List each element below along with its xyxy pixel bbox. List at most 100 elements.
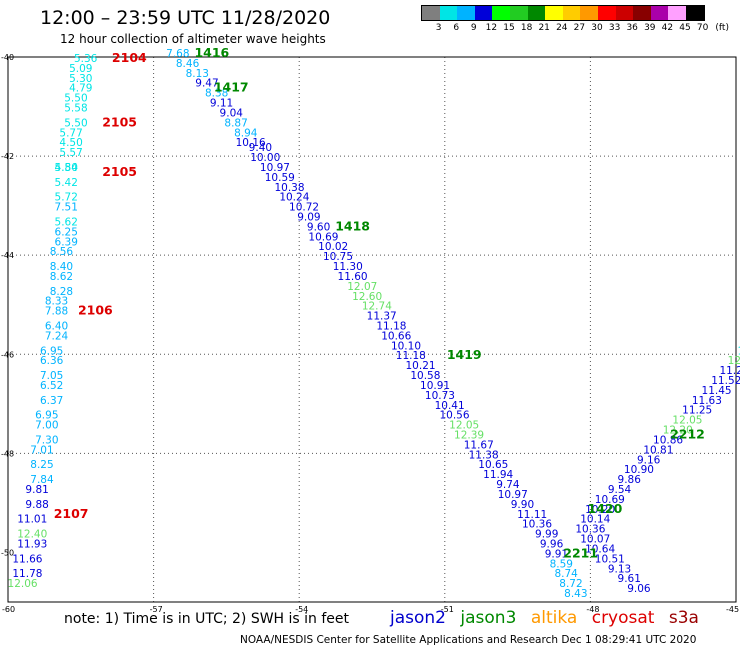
swh-value: 9.09 <box>297 212 320 224</box>
swh-value: 12.07 <box>347 281 377 293</box>
swh-value: 6.52 <box>40 380 63 392</box>
swh-value: 10.38 <box>274 182 304 194</box>
swh-value: 9.86 <box>618 474 642 486</box>
pass-number: 2212 <box>670 427 705 442</box>
legend-label: 30 <box>591 23 603 33</box>
longitude-label: -54 <box>295 605 308 614</box>
swh-value: 6.95 <box>40 345 63 357</box>
swh-value: 9.40 <box>249 142 272 154</box>
swh-value: 7.05 <box>40 370 63 382</box>
swh-value: 10.58 <box>410 370 440 382</box>
pass-number: 2104 <box>112 50 147 65</box>
legend-swatch <box>474 6 493 20</box>
latitude-label: -40 <box>1 53 14 62</box>
pass-number: 2211 <box>563 545 598 560</box>
legend-label: 70 <box>696 23 709 33</box>
legend-swatch <box>580 6 598 20</box>
legend-swatch <box>650 6 669 20</box>
pass-number: 2106 <box>78 303 113 318</box>
swh-value: 8.72 <box>559 578 582 590</box>
swh-value: 10.00 <box>250 152 280 164</box>
latitude-label: -46 <box>1 350 14 359</box>
satellite-key-cryosat: cryosat <box>591 608 655 628</box>
legend-swatch <box>527 6 546 20</box>
swh-value: 9.61 <box>618 573 641 585</box>
legend-label: 15 <box>503 23 515 33</box>
swh-value: 11.94 <box>483 469 513 481</box>
legend-swatch <box>422 6 440 20</box>
swh-value: 9.74 <box>496 479 520 491</box>
swh-value: 9.96 <box>540 539 564 551</box>
legend-label: 36 <box>626 23 638 33</box>
swh-value: 9.54 <box>608 484 632 496</box>
swh-value: 10.36 <box>575 524 605 536</box>
swh-value: 11.2 <box>719 365 740 377</box>
swh-value: 11.18 <box>396 350 426 362</box>
swh-value: 12.05 <box>449 420 479 432</box>
swh-value: 12.39 <box>454 430 484 442</box>
legend-label: (ft) <box>715 23 729 33</box>
swh-value: 5.42 <box>55 177 78 189</box>
legend-label: 39 <box>644 23 656 33</box>
swh-value: 5.50 <box>64 117 87 129</box>
swh-value: 7.68 <box>166 48 189 60</box>
swh-value: 10.36 <box>522 519 552 531</box>
legend-swatch <box>633 6 651 20</box>
swh-value: 11.25 <box>682 405 712 417</box>
pass-number: 2107 <box>54 506 89 521</box>
swh-value: 8.33 <box>45 296 68 308</box>
latitude-label: -50 <box>1 548 14 557</box>
swh-value: 10.97 <box>498 489 528 501</box>
swh-value: 10.86 <box>653 434 683 446</box>
swh-value: 9.06 <box>627 583 651 595</box>
pass-labels: 2104 2105 2105 2106 2107 1416 1417 1418 1419 1420… <box>54 45 705 560</box>
swh-value: 10.21 <box>406 360 436 372</box>
legend-label: 24 <box>556 23 568 33</box>
satellite-key-jason3: jason3 <box>460 608 517 628</box>
swh-value: 9.99 <box>535 529 558 541</box>
latitude-label: -48 <box>1 449 14 458</box>
swh-value: 7.84 <box>30 474 54 486</box>
swh-value: 8.40 <box>50 261 73 273</box>
swh-value: 10.66 <box>381 330 411 342</box>
swh-value: 10.69 <box>595 494 625 506</box>
swh-value: 9.81 <box>25 484 48 496</box>
footer-credit: NOAA/NESDIS Center for Satellite Applica… <box>240 634 697 646</box>
swh-value: 5.50 <box>64 93 87 105</box>
pass-number: 1416 <box>194 45 229 60</box>
legend-swatch <box>492 6 510 20</box>
swh-value: 8.62 <box>50 271 73 283</box>
swh-value: 5.50 <box>55 162 78 174</box>
swh-value: 10.02 <box>318 241 348 253</box>
pass-number: 2105 <box>102 114 137 129</box>
map-title: 12:00 – 23:59 UTC 11/28/2020 <box>40 7 331 29</box>
swh-value: 10.81 <box>643 444 673 456</box>
legend-label: 27 <box>573 23 586 33</box>
swh-value: 11.93 <box>17 539 47 551</box>
swh-value: 9.47 <box>195 78 218 90</box>
swh-value: 10.51 <box>595 553 625 565</box>
swh-value: 10.91 <box>420 380 450 392</box>
swh-value: 8.87 <box>224 117 247 129</box>
swh-value: 4.79 <box>69 83 92 95</box>
legend-swatch <box>509 6 528 20</box>
swh-value: 9.90 <box>511 499 534 511</box>
swh-value: 11.66 <box>12 553 42 565</box>
swh-value: 10.10 <box>391 340 421 352</box>
swh-value: 5.30 <box>69 73 92 85</box>
swh-value: 12.40 <box>17 529 47 541</box>
legend-label: 6 <box>453 23 460 33</box>
swh-value: 4.84 <box>55 162 79 174</box>
legend-label: 12 <box>485 23 498 33</box>
swh-value: 5.62 <box>55 216 78 228</box>
longitude-label: -51 <box>441 605 454 614</box>
swh-value: 5.57 <box>59 147 82 159</box>
legend-label: 42 <box>661 23 674 33</box>
longitude-label: -57 <box>150 605 163 614</box>
pass-number: 2105 <box>102 164 137 179</box>
wave-height-color-legend: 3 6 9 12 15 18 21 24 27 30 33 36 39 42 45 70 (ft) <box>421 5 729 33</box>
satellite-key-s3a: s3a <box>668 608 699 628</box>
swh-value: 11.38 <box>469 449 499 461</box>
swh-value: 12.60 <box>352 291 382 303</box>
